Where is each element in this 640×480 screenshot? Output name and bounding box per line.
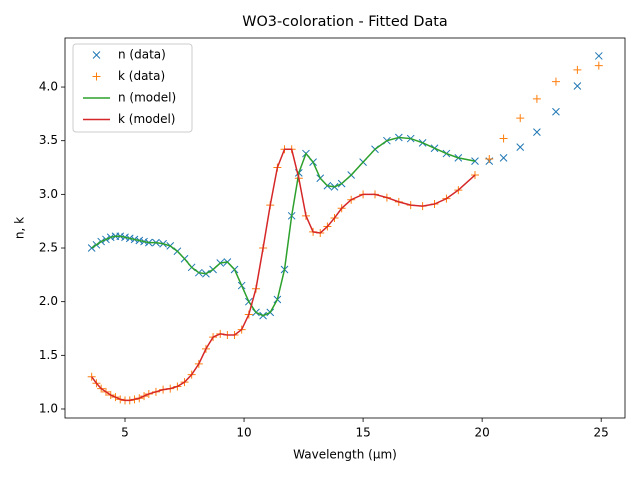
y-tick-label: 2.0 [39, 294, 58, 308]
data-marker [516, 114, 525, 123]
x-tick-label: 20 [475, 426, 490, 440]
legend-marker [92, 72, 101, 81]
legend-label: k (data) [118, 69, 165, 83]
legend-marker [92, 51, 101, 59]
data-marker [533, 128, 541, 136]
y-tick-label: 1.0 [39, 401, 58, 415]
x-tick-label: 25 [594, 426, 609, 440]
data-marker [471, 157, 479, 165]
data-marker [471, 171, 479, 180]
data-marker [499, 134, 508, 143]
legend-label: n (data) [118, 48, 166, 62]
data-marker [594, 52, 603, 60]
legend-label: k (model) [118, 112, 176, 126]
data-marker [573, 82, 582, 90]
x-tick-label: 5 [121, 426, 129, 440]
chart-title: WO3-coloration - Fitted Data [242, 14, 448, 30]
y-tick-label: 2.5 [39, 241, 58, 255]
x-tick-label: 10 [236, 426, 251, 440]
data-marker [552, 107, 560, 116]
data-marker [485, 154, 494, 163]
legend-box [72, 43, 193, 133]
y-axis-label: n, k [13, 217, 27, 239]
x-tick-label: 15 [355, 426, 370, 440]
data-marker [532, 94, 541, 103]
model-line [91, 148, 476, 402]
data-marker [516, 143, 525, 151]
y-tick-label: 3.0 [39, 187, 58, 201]
data-marker [87, 372, 96, 381]
y-tick-label: 3.5 [39, 133, 58, 147]
model-line [91, 136, 476, 317]
data-marker [573, 65, 582, 74]
data-marker [551, 77, 560, 86]
plot-frame [64, 37, 626, 419]
x-axis-label: Wavelength (μm) [293, 448, 397, 462]
data-marker [594, 61, 603, 70]
data-marker [499, 154, 508, 162]
legend-label: n (model) [118, 91, 176, 105]
y-tick-label: 4.0 [39, 80, 58, 94]
y-tick-label: 1.5 [39, 348, 58, 362]
